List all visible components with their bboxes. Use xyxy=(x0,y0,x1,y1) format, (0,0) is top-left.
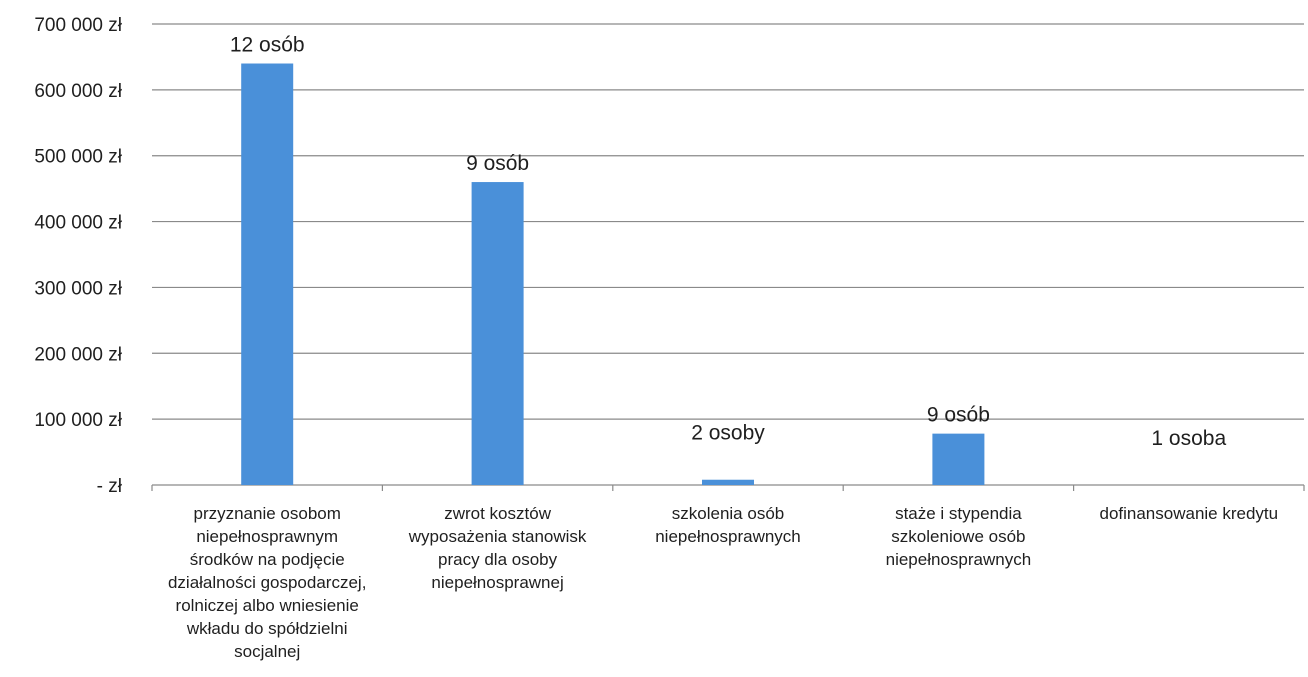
category-labels: przyznanie osobom niepełnosprawnym środków… xyxy=(168,504,1278,661)
data-label: 2 osoby xyxy=(691,422,765,445)
category-label-line: niepełnosprawnych xyxy=(886,550,1032,569)
data-label: 1 osoba xyxy=(1151,427,1226,450)
data-label: 9 osób xyxy=(466,152,529,175)
y-tick-label: 700 000 zł xyxy=(34,15,122,36)
y-tick-label: - zł xyxy=(97,476,123,497)
category-label-line: staże i stypendia xyxy=(895,504,1022,523)
category-label-line: środków na podjęcie xyxy=(190,550,345,569)
data-label: 9 osób xyxy=(927,404,990,427)
category-label-line: rolniczej albo wniesienie xyxy=(176,596,359,615)
category-label-line: przyznanie osobom xyxy=(193,504,340,523)
bars xyxy=(241,63,985,486)
x-axis xyxy=(151,484,1305,491)
category-label-line: niepełnosprawnej xyxy=(431,573,563,592)
bar xyxy=(702,479,754,485)
y-tick-label: 100 000 zł xyxy=(34,410,122,431)
data-label: 12 osób xyxy=(230,34,305,57)
category-label-line: niepełnosprawnym xyxy=(196,527,338,546)
bar xyxy=(471,182,524,486)
y-tick-label: 300 000 zł xyxy=(34,278,122,299)
category-label-line: wyposażenia stanowisk xyxy=(408,527,587,546)
category-label-line: szkoleniowe osób xyxy=(891,527,1025,546)
bar xyxy=(241,63,294,486)
category-label-line: działalności gospodarczej, xyxy=(168,573,366,592)
y-tick-label: 400 000 zł xyxy=(34,213,122,234)
y-tick-label: 500 000 zł xyxy=(34,147,122,168)
category-label-line: niepełnosprawnych xyxy=(655,527,801,546)
y-tick-label: 200 000 zł xyxy=(34,344,122,365)
gridlines xyxy=(152,23,1304,420)
bar xyxy=(932,433,985,485)
data-labels: 12 osób 9 osób 2 osoby 9 osób 1 osoba xyxy=(230,34,1227,450)
category-label-line: dofinansowanie kredytu xyxy=(1099,504,1278,523)
y-tick-label: 600 000 zł xyxy=(34,81,122,102)
category-label-line: socjalnej xyxy=(234,642,300,661)
category-label-line: zwrot kosztów xyxy=(444,504,551,523)
category-label-line: szkolenia osób xyxy=(672,504,784,523)
category-label-line: pracy dla osoby xyxy=(438,550,558,569)
y-axis-tick-labels: - zł 100 000 zł 200 000 zł 300 000 zł 400 00… xyxy=(34,15,122,497)
category-label-line: wkładu do spółdzielni xyxy=(186,619,348,638)
